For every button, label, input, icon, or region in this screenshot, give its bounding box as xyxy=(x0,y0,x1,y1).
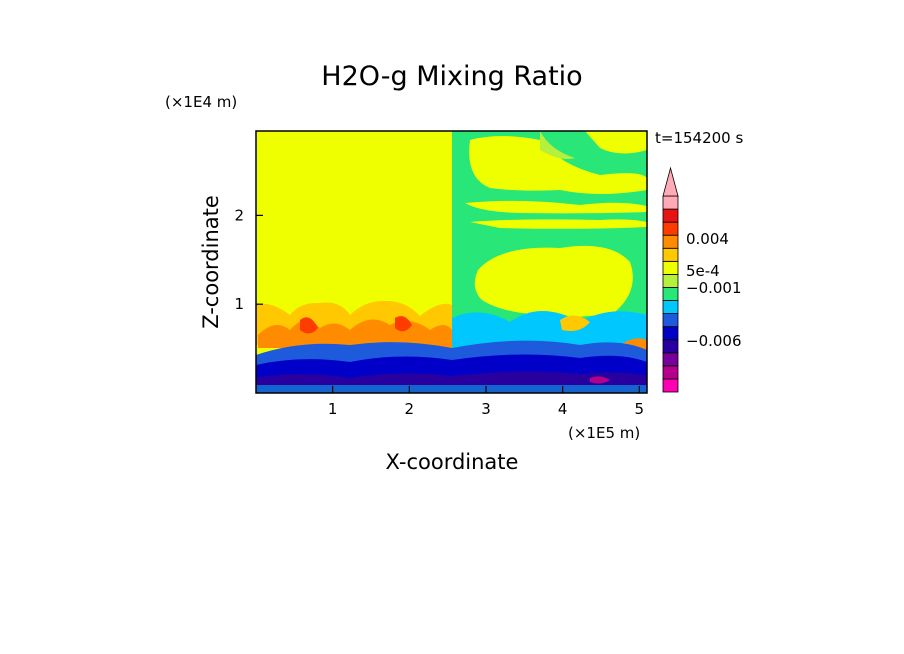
colorbar-segment xyxy=(662,247,679,262)
colorbar-segment xyxy=(662,326,679,341)
colorbar-extend-arrow xyxy=(662,166,679,197)
x-tick-label: 4 xyxy=(558,400,568,418)
y-ticks: 12 xyxy=(234,206,263,313)
colorbar-segment xyxy=(662,273,679,288)
x-tick-label: 3 xyxy=(481,400,491,418)
y-tick-label: 1 xyxy=(234,295,244,313)
colorbar-segment xyxy=(662,260,679,275)
colorbar-segment xyxy=(662,365,679,380)
colorbar-label-2: −0.001 xyxy=(686,279,742,297)
x-tick-label: 2 xyxy=(405,400,415,418)
chart-title: H2O-g Mixing Ratio xyxy=(321,61,582,92)
x-tick-label: 5 xyxy=(635,400,645,418)
colorbar-segment xyxy=(662,234,679,249)
colorbar-segment xyxy=(662,313,679,328)
x-axis-label: X-coordinate xyxy=(386,450,519,474)
x-tick-label: 1 xyxy=(328,400,338,418)
colorbar-label-0: 0.004 xyxy=(686,230,729,248)
colorbar-segment xyxy=(662,352,679,367)
time-label: t=154200 s xyxy=(655,129,743,147)
y-unit-label: (×1E4 m) xyxy=(165,93,237,111)
x-ticks: 1 2 3 4 5 xyxy=(328,386,644,418)
colorbar-segment xyxy=(662,221,679,236)
y-tick-label: 2 xyxy=(234,206,244,224)
colorbar-segment xyxy=(662,208,679,223)
heatmap-field xyxy=(256,131,647,393)
y-axis-label: Z-coordinate xyxy=(199,195,223,329)
colorbar-segment xyxy=(662,195,679,210)
colorbar-label-1: 5e-4 xyxy=(686,262,720,280)
colorbar-segment xyxy=(662,339,679,354)
plot-frame xyxy=(255,130,648,394)
colorbar-label-3: −0.006 xyxy=(686,332,742,350)
colorbar-segment xyxy=(662,378,679,393)
colorbar-segment xyxy=(662,300,679,314)
colorbar xyxy=(662,166,679,393)
colorbar-segment xyxy=(662,287,679,301)
x-unit-label: (×1E5 m) xyxy=(568,424,640,442)
